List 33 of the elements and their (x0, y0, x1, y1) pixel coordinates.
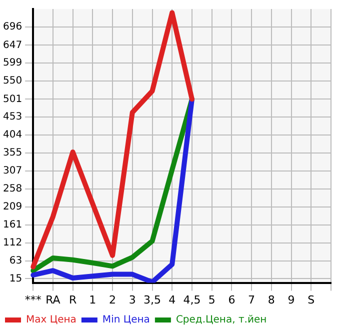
y-tick-label: 307 (2, 165, 22, 176)
x-tick-label: 3 (128, 293, 136, 306)
y-tick-label: 404 (2, 130, 22, 141)
x-tick-label: 4,5 (183, 293, 201, 306)
y-tick-label: 501 (2, 94, 22, 105)
y-tick-label: 63 (9, 256, 22, 267)
y-tick-label: 15 (9, 273, 22, 284)
y-tick-label: 550 (2, 76, 22, 87)
legend-label: Сред.Цена, т.йен (176, 314, 267, 326)
x-tick-label: 6 (228, 293, 236, 306)
x-tick-label: 3,5 (144, 293, 161, 306)
x-tick-label: RA (46, 293, 61, 306)
y-tick-label: 112 (2, 237, 22, 248)
x-tick-label: 9 (288, 293, 295, 306)
x-tick-label: *** (24, 293, 42, 306)
y-tick-label: 599 (2, 58, 22, 69)
y-tick-label: 696 (2, 22, 22, 33)
x-tick-label: 5 (208, 293, 216, 306)
x-tick-label: 1 (89, 293, 96, 306)
y-tick-label: 647 (2, 40, 22, 51)
legend-label: Min Цена (102, 314, 150, 326)
y-tick-label: 453 (2, 111, 22, 122)
y-tick-label: 161 (2, 219, 22, 230)
x-tick-label: 4 (168, 293, 176, 306)
x-tick-label: 2 (109, 293, 116, 306)
x-tick-label: S (308, 293, 315, 306)
y-tick-label: 258 (2, 184, 22, 195)
x-tick-label: 8 (268, 293, 275, 306)
x-tick-label: 7 (248, 293, 256, 306)
legend-label: Max Цена (26, 314, 76, 326)
y-tick-label: 355 (2, 148, 22, 159)
y-tick-label: 209 (2, 202, 22, 213)
x-tick-label: R (68, 293, 77, 306)
